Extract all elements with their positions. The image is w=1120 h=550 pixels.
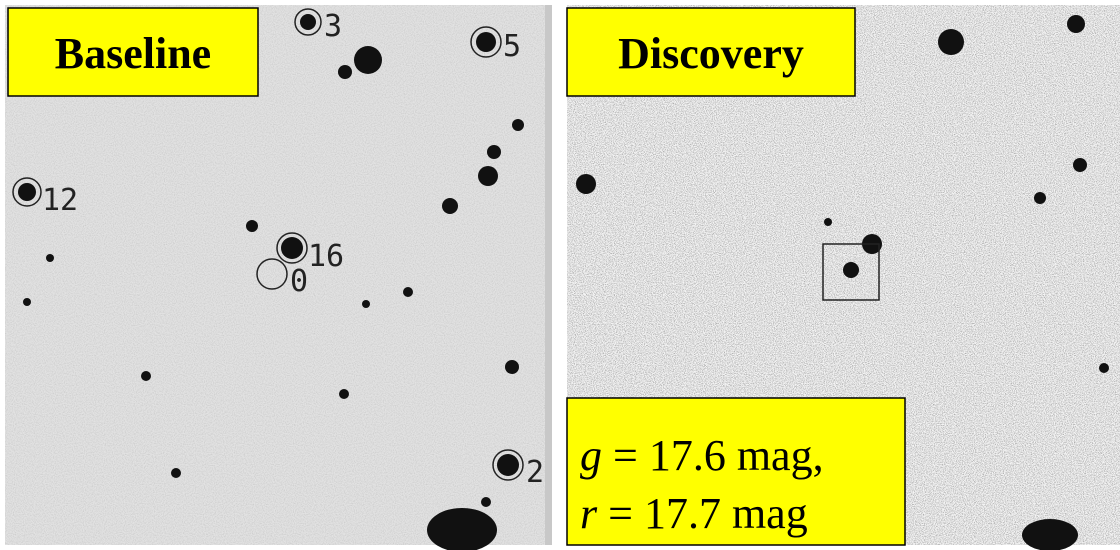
star-label: 5 (503, 29, 521, 64)
comparison-figure: 3 5 12 16 0 2 Baseline Discovery g = 17.… (0, 0, 1120, 550)
discovery-panel: Discovery g = 17.6 mag, r = 17.7 mag (567, 5, 1120, 550)
star-label: 0 (290, 264, 308, 299)
star-label: 3 (324, 9, 342, 44)
magnitude: = 17.6 mag, (602, 431, 824, 480)
magnitude: = 17.7 mag (597, 489, 808, 538)
photometry-line: r = 17.7 mag (580, 489, 808, 538)
band: r (580, 489, 598, 538)
star-label: 2 (526, 455, 544, 490)
baseline-panel: 3 5 12 16 0 2 Baseline (5, 5, 552, 550)
star-label: 16 (308, 239, 344, 274)
panel-label: Discovery (618, 29, 804, 78)
photometry-line: g = 17.6 mag, (580, 431, 824, 480)
panel-label: Baseline (55, 29, 211, 78)
band: g (580, 431, 602, 480)
star-label: 12 (42, 183, 78, 218)
